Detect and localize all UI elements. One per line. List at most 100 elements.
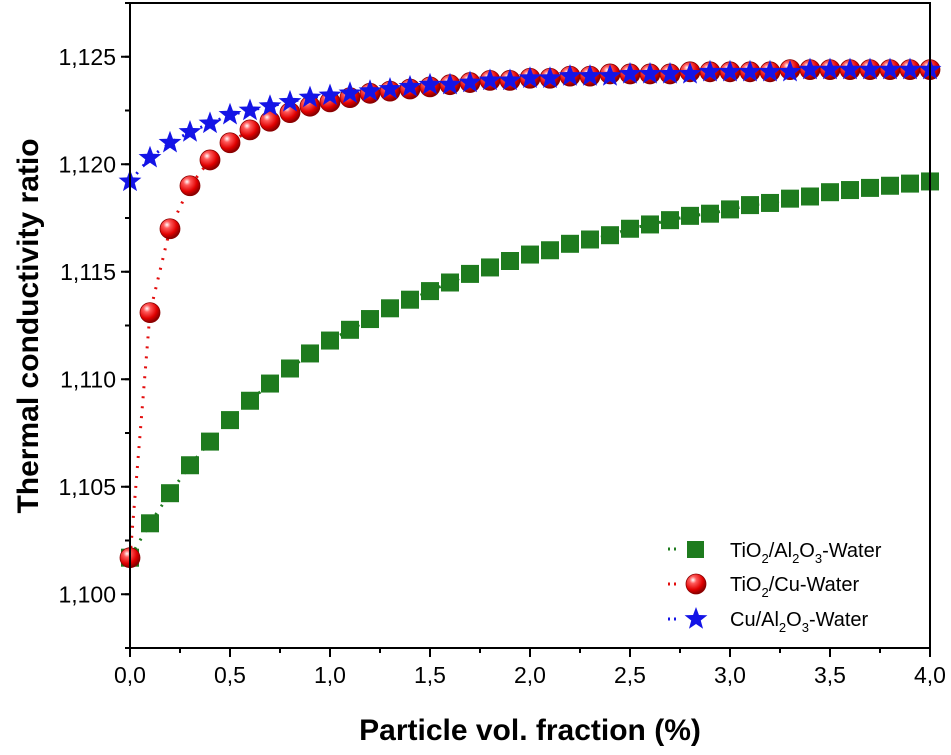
series-0-point xyxy=(681,206,699,225)
series-2-point xyxy=(278,89,302,112)
series-2-point xyxy=(598,64,622,86)
legend: TiO2/Al2O3-Water TiO2/Cu-Water Cu/Al2O3-… xyxy=(668,540,882,635)
legend-part: /Cu-Water xyxy=(769,574,860,596)
series-2-point xyxy=(698,59,722,82)
series-0-point xyxy=(221,411,239,430)
series-0-point xyxy=(601,226,619,245)
legend-entry-cu-al2o3-water: Cu/Al2O3-Water xyxy=(668,607,869,635)
series-0-point xyxy=(641,215,659,234)
series-0-point xyxy=(561,234,579,253)
series-2-point xyxy=(778,59,802,82)
series-2-point xyxy=(458,70,482,93)
series-0-point xyxy=(381,299,399,318)
series-2-point xyxy=(158,130,182,153)
series-1-point xyxy=(139,302,161,324)
legend-label-tio2-cu-water: TiO2/Cu-Water xyxy=(730,574,859,600)
legend-sub: 3 xyxy=(802,620,809,635)
x-tick-label: 0,0 xyxy=(114,662,146,688)
series-2-point xyxy=(658,61,682,84)
series-1-point xyxy=(159,218,181,240)
series-1-point xyxy=(239,119,261,141)
series-0-point xyxy=(261,374,279,393)
x-tick-label: 0,5 xyxy=(214,662,246,688)
series-0-point xyxy=(341,320,359,339)
legend-part: -Water xyxy=(822,540,882,562)
legend-part: TiO xyxy=(730,540,761,562)
legend-sub: 2 xyxy=(761,585,768,600)
y-tick-label: 1,100 xyxy=(58,581,116,607)
series-1-point xyxy=(219,132,241,154)
series-2-point xyxy=(878,57,902,80)
legend-label-cu-al2o3-water: Cu/Al2O3-Water xyxy=(730,609,869,635)
series-0-point xyxy=(881,176,899,195)
series-2-point xyxy=(578,64,602,86)
series-1-point xyxy=(199,149,221,171)
series-2-point xyxy=(178,120,202,142)
series-0-point xyxy=(581,230,599,249)
series-0-point xyxy=(301,344,319,363)
y-tick-label: 1,110 xyxy=(60,366,116,392)
legend-marker-star xyxy=(684,607,708,629)
series-0-point xyxy=(781,189,799,208)
series-2-point xyxy=(538,66,562,88)
series-line-0 xyxy=(128,179,931,559)
series-0-point xyxy=(501,252,519,270)
series-0-point xyxy=(281,359,299,378)
legend-part: -Water xyxy=(809,609,869,631)
y-tick-label: 1,115 xyxy=(60,259,116,285)
series-2-point xyxy=(838,57,862,80)
series-2-point xyxy=(438,72,462,95)
legend-sub: 2 xyxy=(779,620,786,635)
y-tick-label: 1,105 xyxy=(58,474,116,500)
series-0-point xyxy=(901,174,919,193)
series-2-point xyxy=(238,98,262,121)
series-0-point xyxy=(741,196,759,215)
series-0-point xyxy=(441,273,459,292)
series-line-1 xyxy=(128,68,930,558)
legend-entry-tio2-al2o3-water: TiO2/Al2O3-Water xyxy=(668,540,882,566)
legend-label-tio2-al2o3-water: TiO2/Al2O3-Water xyxy=(730,540,882,566)
series-0-point xyxy=(521,245,539,264)
y-axis-ticks: 1,100 1,105 1,110 1,115 1,120 1,125 xyxy=(58,2,130,649)
series-0-point xyxy=(401,290,419,309)
series-2-point xyxy=(798,57,822,80)
series-0-point xyxy=(721,200,739,219)
series-0-point xyxy=(841,181,859,200)
x-tick-label: 2,5 xyxy=(614,662,646,688)
series-2-point xyxy=(318,83,342,106)
series-2-point xyxy=(678,61,702,84)
series-0-point xyxy=(201,432,219,451)
series-0-point xyxy=(661,211,679,230)
series-2-point xyxy=(378,77,402,99)
legend-marker-square xyxy=(687,541,704,558)
series-0-point xyxy=(461,264,479,283)
x-tick-label: 1,0 xyxy=(314,662,346,688)
x-tick-label: 1,5 xyxy=(414,662,446,688)
series-2-point xyxy=(398,74,422,97)
series-0-point xyxy=(421,282,439,301)
series-0-point xyxy=(621,219,639,238)
x-axis-ticks: 0,0 0,5 1,0 1,5 2,0 2,5 3,0 3,5 4,0 xyxy=(114,648,946,688)
series-2-point xyxy=(138,145,162,168)
series-0-point xyxy=(821,183,839,202)
series-2-point xyxy=(358,79,382,101)
series-0-point xyxy=(141,514,159,533)
series-0-point xyxy=(861,178,879,197)
legend-entry-tio2-cu-water: TiO2/Cu-Water xyxy=(668,573,859,600)
series-0-point xyxy=(481,258,499,277)
x-tick-label: 2,0 xyxy=(514,662,546,688)
legend-part: TiO xyxy=(730,574,761,596)
series-2-point xyxy=(478,68,502,91)
series-2-point xyxy=(298,85,322,108)
series-1-point xyxy=(179,175,201,197)
series-2-point xyxy=(618,61,642,84)
series-0-point xyxy=(161,484,179,503)
series-0-point xyxy=(241,391,259,410)
y-tick-label: 1,120 xyxy=(58,151,116,177)
legend-marker-sphere xyxy=(685,573,707,595)
series-2-point xyxy=(518,66,542,88)
x-tick-label: 3,5 xyxy=(814,662,846,688)
y-tick-label: 1,125 xyxy=(58,44,116,70)
series-2-point xyxy=(198,111,222,134)
series-markers xyxy=(118,57,942,569)
